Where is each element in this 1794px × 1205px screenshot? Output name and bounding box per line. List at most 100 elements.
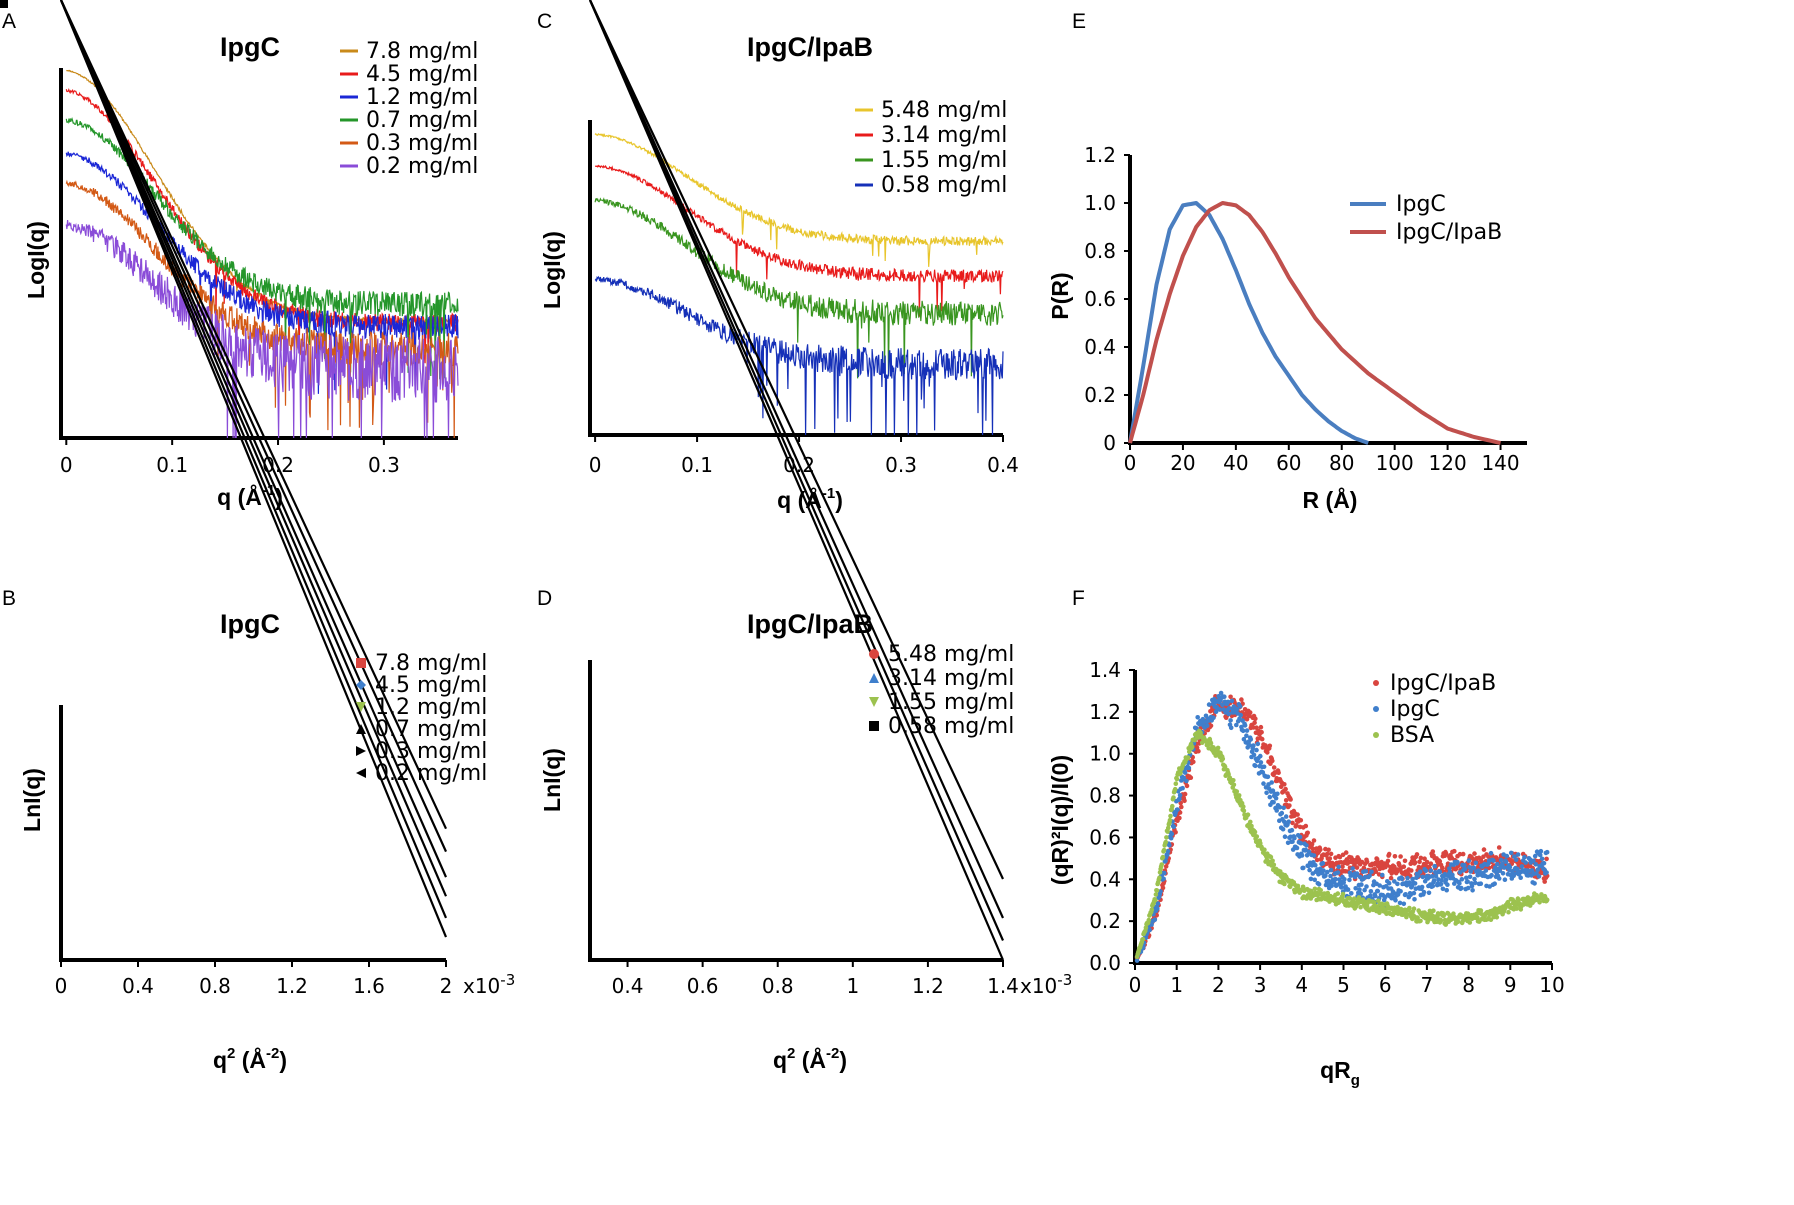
- series-line: [594, 132, 1004, 267]
- data-point: [1241, 804, 1246, 809]
- data-point: [1409, 868, 1414, 873]
- data-point: [1247, 710, 1253, 715]
- data-point: [1175, 807, 1180, 812]
- data-point: [1398, 889, 1403, 894]
- data-point: [1359, 882, 1364, 887]
- data-point: [1155, 901, 1161, 906]
- y-tick-label: 0.6: [1084, 287, 1116, 311]
- multiplier-base: x10: [1020, 974, 1057, 998]
- y-tick-label: 0.2: [1089, 909, 1121, 933]
- data-point: [1368, 889, 1374, 894]
- data-point: [1270, 758, 1275, 764]
- data-point: [1466, 858, 1472, 863]
- data-point: [1429, 874, 1435, 879]
- legend-label: 1.55 mg/ml: [881, 148, 1007, 173]
- data-point: [1455, 859, 1460, 865]
- data-point: [1195, 715, 1200, 720]
- x-tick-label: 0.4: [987, 453, 1019, 477]
- legend-label: 0.58 mg/ml: [881, 173, 1007, 198]
- data-point: [1515, 852, 1521, 857]
- data-point: [1253, 763, 1258, 769]
- data-point: [1222, 764, 1228, 770]
- data-point: [1260, 770, 1266, 775]
- data-point: [1362, 874, 1368, 880]
- data-point: [1354, 865, 1360, 870]
- data-point: [1274, 808, 1279, 813]
- data-point: [1259, 729, 1264, 735]
- data-point: [1244, 716, 1250, 722]
- data-point: [1431, 878, 1437, 883]
- data-point: [1147, 927, 1152, 933]
- data-point: [1399, 876, 1405, 882]
- data-point: [1231, 778, 1236, 783]
- x-axis-label: q2 (Å-2): [773, 1045, 847, 1073]
- data-point: [1403, 892, 1408, 897]
- data-point: [1325, 869, 1330, 875]
- data-point: [1363, 869, 1369, 874]
- y-axis-label: (qR)²I(q)/I(0): [1047, 755, 1073, 885]
- legend-label: 0.2 mg/ml: [366, 154, 478, 179]
- data-point: [1261, 764, 1267, 770]
- data-point: [1184, 783, 1190, 789]
- data-point: [1457, 881, 1462, 886]
- data-point: [1478, 881, 1484, 886]
- data-point: [1153, 897, 1158, 903]
- x-tick-label: 0.3: [368, 453, 400, 477]
- x-tick-label: 80: [1329, 451, 1354, 475]
- data-point: [1432, 863, 1437, 869]
- data-point: [1167, 843, 1172, 848]
- data-point: [1393, 898, 1398, 903]
- data-point: [1167, 817, 1173, 823]
- x-tick-label: 10: [1539, 973, 1564, 997]
- x-tick-label: 1.4: [987, 974, 1019, 998]
- data-point: [1519, 864, 1525, 869]
- data-point: [1544, 849, 1550, 855]
- x-label-end: ): [835, 487, 843, 513]
- data-point: [1431, 908, 1436, 913]
- data-point: [1276, 770, 1281, 775]
- data-point: [1303, 823, 1309, 829]
- data-point: [1418, 918, 1423, 924]
- data-point: [1283, 786, 1288, 792]
- data-point: [1385, 858, 1391, 864]
- x-tick-label: 9: [1504, 973, 1517, 997]
- data-point: [1506, 909, 1511, 915]
- x-label-end2: ): [279, 1047, 287, 1073]
- data-point: [1236, 793, 1242, 798]
- fit-line: [60, 0, 447, 830]
- legend-label: IpgC/IpaB: [1390, 671, 1496, 696]
- data-point: [1439, 878, 1444, 883]
- data-point: [1251, 752, 1257, 758]
- x-tick-label: 120: [1429, 451, 1467, 475]
- data-point: [1311, 853, 1317, 858]
- data-point: [1423, 868, 1429, 874]
- data-point: [1180, 785, 1185, 791]
- data-point: [1398, 854, 1403, 859]
- data-point: [1226, 711, 1231, 717]
- data-point: [1444, 887, 1449, 893]
- data-point: [1165, 825, 1171, 831]
- data-point: [1443, 877, 1449, 883]
- data-point: [1165, 829, 1170, 834]
- y-tick-label: 1.0: [1084, 191, 1116, 215]
- y-tick-label: 0.4: [1089, 867, 1121, 891]
- legend-label: 7.8 mg/ml: [375, 651, 487, 676]
- data-point: [1171, 824, 1176, 830]
- data-point: [1443, 851, 1449, 857]
- data-point: [1164, 835, 1169, 840]
- data-point: [1206, 702, 1212, 707]
- x-tick-label: 0: [1129, 973, 1142, 997]
- data-point: [1267, 794, 1273, 800]
- data-point: [1503, 859, 1509, 864]
- data-point: [1163, 858, 1168, 864]
- data-point: [1426, 890, 1432, 896]
- data-point: [1177, 815, 1182, 821]
- data-point: [1252, 829, 1258, 835]
- data-point: [1343, 850, 1349, 855]
- data-point: [1211, 715, 1216, 720]
- multiplier-base: x10: [463, 974, 500, 998]
- fit-line: [59, 0, 448, 897]
- legend-label: 5.48 mg/ml: [881, 98, 1007, 123]
- data-point: [1440, 865, 1445, 870]
